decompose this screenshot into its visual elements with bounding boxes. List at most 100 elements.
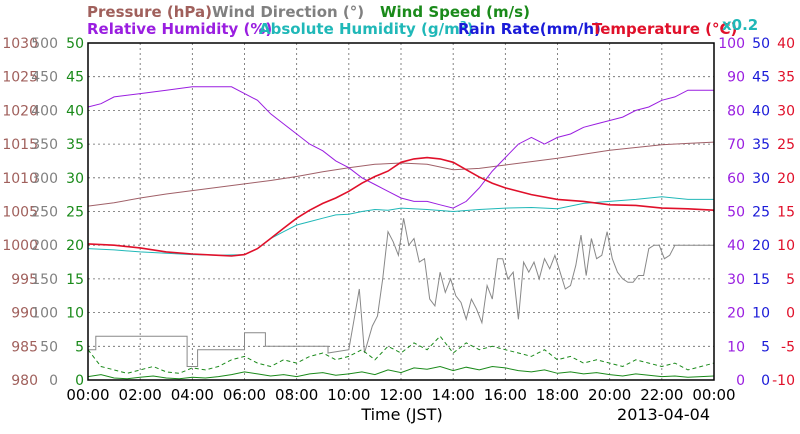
y-tick-relative-humidity: 0: [736, 373, 745, 389]
x-axis-label: Time (JST): [360, 405, 442, 424]
y-tick-rain-rate: 50: [752, 36, 770, 52]
y-tick-rain-rate: 5: [761, 339, 770, 355]
y-tick-wind-direction: 350: [31, 137, 58, 153]
y-tick-rain-rate: 10: [752, 306, 770, 322]
y-tick-relative-humidity: 100: [718, 36, 745, 52]
y-tick-wind-direction: 0: [49, 373, 58, 389]
x-tick-label: 12:00: [379, 386, 422, 404]
y-tick-rain-rate: 20: [752, 238, 770, 254]
y-tick-wind-direction: 150: [31, 272, 58, 288]
title-rain-rate: Rain Rate(mm/h): [458, 20, 601, 38]
y-tick-pressure: 1025: [2, 70, 38, 86]
y-tick-wind-direction: 200: [31, 238, 58, 254]
y-tick-wind-direction: 50: [40, 339, 58, 355]
y-tick-wind-direction: 500: [31, 36, 58, 52]
y-tick-wind-direction: 100: [31, 306, 58, 322]
scale-note: x0.2: [722, 16, 758, 34]
y-tick-temperature: -5: [781, 339, 795, 355]
y-tick-temperature: 25: [777, 137, 795, 153]
y-tick-pressure: 985: [11, 339, 38, 355]
x-tick-label: 10:00: [327, 386, 370, 404]
y-tick-pressure: 1015: [2, 137, 38, 153]
x-tick-label: 08:00: [275, 386, 318, 404]
x-tick-label: 18:00: [536, 386, 579, 404]
y-tick-rain-rate: 30: [752, 171, 770, 187]
y-tick-relative-humidity: 50: [727, 205, 745, 221]
y-tick-wind-speed: 25: [66, 205, 84, 221]
grid: [88, 43, 714, 380]
y-tick-pressure: 1010: [2, 171, 38, 187]
y-tick-temperature: 5: [786, 272, 795, 288]
y-tick-pressure: 995: [11, 272, 38, 288]
x-tick-label: 20:00: [588, 386, 631, 404]
y-tick-temperature: 40: [777, 36, 795, 52]
title-temperature: Temperature (°C): [592, 20, 737, 38]
y-tick-wind-speed: 40: [66, 103, 84, 119]
title-pressure: Pressure (hPa): [87, 3, 212, 21]
title-absolute-humidity-close: ): [467, 20, 474, 38]
series-line-temperature-c: [87, 156, 715, 257]
y-tick-rain-rate: 25: [752, 205, 770, 221]
x-tick-label: 02:00: [119, 386, 162, 404]
title-wind-direction: Wind Direction (°): [212, 3, 364, 21]
y-tick-temperature: -10: [772, 373, 795, 389]
title-relative-humidity: Relative Humidity (%): [87, 20, 272, 38]
y-tick-temperature: 15: [777, 205, 795, 221]
y-tick-temperature: 30: [777, 103, 795, 119]
y-tick-pressure: 980: [11, 373, 38, 389]
y-tick-temperature: 10: [777, 238, 795, 254]
x-tick-label: 00:00: [66, 386, 109, 404]
x-tick-label: 16:00: [484, 386, 527, 404]
y-tick-pressure: 1030: [2, 36, 38, 52]
x-tick-label: 22:00: [640, 386, 683, 404]
y-tick-wind-speed: 35: [66, 137, 84, 153]
y-tick-relative-humidity: 40: [727, 238, 745, 254]
y-tick-wind-speed: 10: [66, 306, 84, 322]
y-tick-wind-speed: 0: [75, 373, 84, 389]
series-line-wind-speed-m-s: [87, 365, 715, 380]
y-tick-pressure: 990: [11, 306, 38, 322]
series-line-wind-direction: [88, 218, 714, 367]
y-tick-wind-direction: 250: [31, 205, 58, 221]
y-tick-relative-humidity: 10: [727, 339, 745, 355]
y-tick-wind-speed: 20: [66, 238, 84, 254]
title-wind-speed: Wind Speed (m/s): [380, 3, 530, 21]
y-tick-temperature: 20: [777, 171, 795, 187]
title-absolute-humidity-sup: 3: [460, 20, 467, 31]
series-line-wind-speed-max-m-s: [87, 335, 715, 374]
title-absolute-humidity-text: Absolute Humidity (g/m: [259, 20, 460, 38]
plot-frame: [87, 42, 715, 381]
y-tick-wind-direction: 400: [31, 103, 58, 119]
y-tick-rain-rate: 40: [752, 103, 770, 119]
y-tick-wind-speed: 30: [66, 171, 84, 187]
y-tick-rain-rate: 0: [761, 373, 770, 389]
axis-ticks: 00:00 02:00 04:00 06:00 08:00 10:00 12:00 14:00…: [2, 36, 795, 404]
y-tick-wind-speed: 45: [66, 70, 84, 86]
y-tick-wind-direction: 450: [31, 70, 58, 86]
y-tick-wind-speed: 15: [66, 272, 84, 288]
series-line-relative-humidity: [87, 86, 714, 209]
y-tick-pressure: 1020: [2, 103, 38, 119]
x-tick-label: 06:00: [223, 386, 266, 404]
y-tick-rain-rate: 35: [752, 137, 770, 153]
y-tick-temperature: 35: [777, 70, 795, 86]
y-tick-rain-rate: 15: [752, 272, 770, 288]
y-tick-relative-humidity: 80: [727, 103, 745, 119]
y-tick-wind-speed: 50: [66, 36, 84, 52]
y-tick-relative-humidity: 20: [727, 306, 745, 322]
x-tick-label: 04:00: [171, 386, 214, 404]
y-tick-pressure: 1005: [2, 205, 38, 221]
series-layer: [87, 86, 715, 380]
y-tick-relative-humidity: 90: [727, 70, 745, 86]
y-tick-wind-speed: 5: [75, 339, 84, 355]
y-tick-relative-humidity: 60: [727, 171, 745, 187]
x-tick-label: 00:00: [692, 386, 735, 404]
y-tick-relative-humidity: 30: [727, 272, 745, 288]
date-label: 2013-04-04: [617, 405, 710, 424]
y-tick-wind-direction: 300: [31, 171, 58, 187]
y-tick-rain-rate: 45: [752, 70, 770, 86]
x-tick-label: 14:00: [432, 386, 475, 404]
title-absolute-humidity: Absolute Humidity (g/m3): [259, 20, 474, 38]
y-tick-temperature: 0: [786, 306, 795, 322]
